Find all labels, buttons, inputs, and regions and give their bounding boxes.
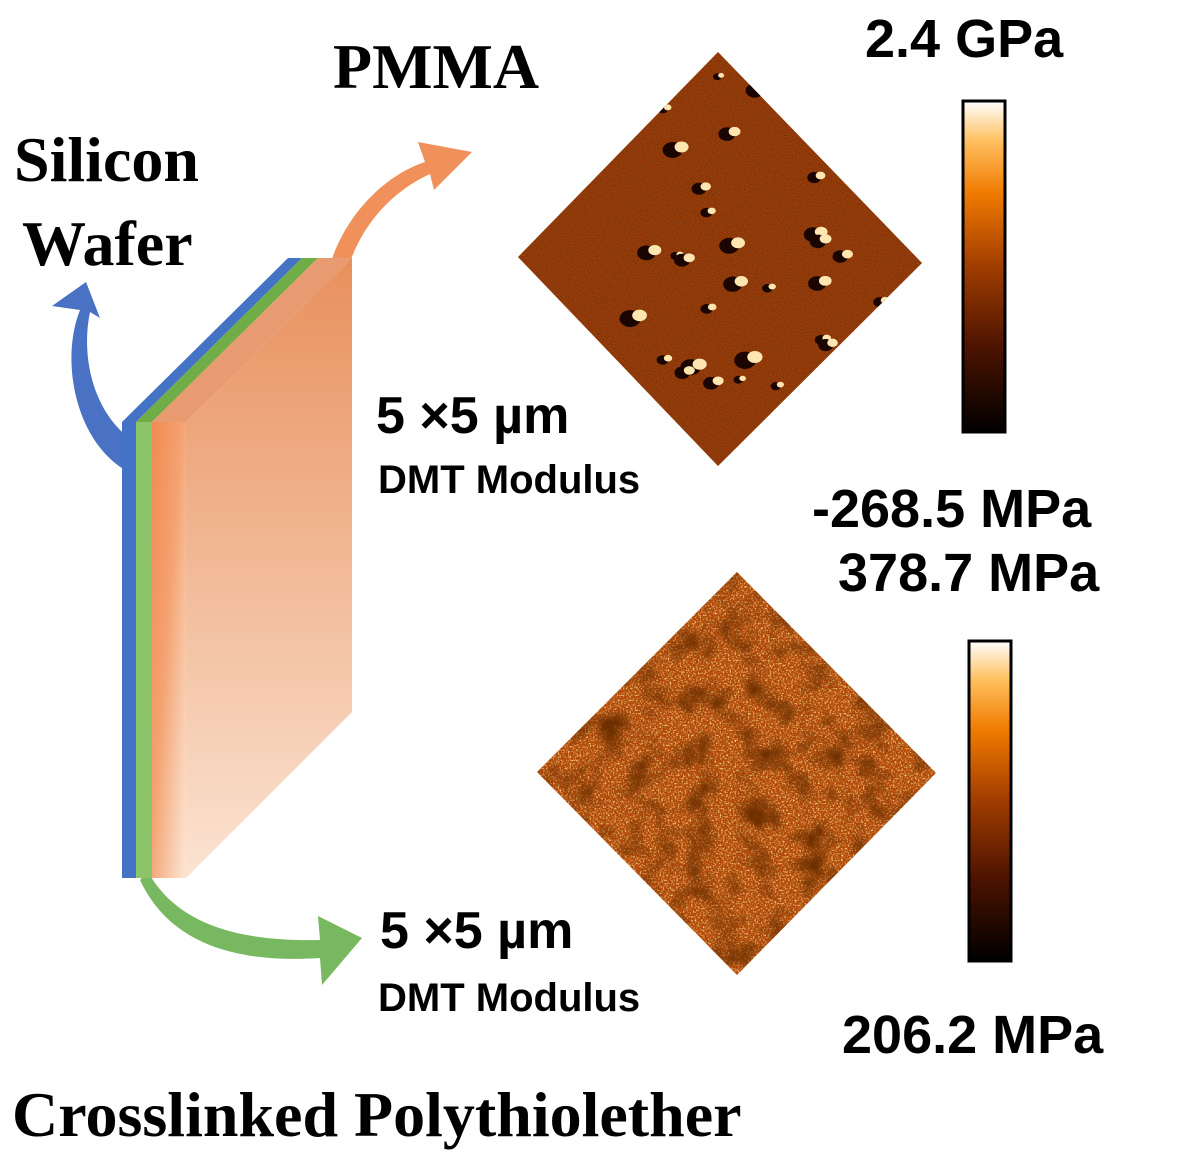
afm-pit <box>856 135 867 144</box>
afm-bump <box>739 375 746 381</box>
afm-bump <box>809 420 825 433</box>
top-scale-min: -268.5 MPa <box>812 479 1092 539</box>
afm-pit <box>846 71 862 84</box>
bottom-scale-min: 206.2 MPa <box>842 1005 1104 1065</box>
bottom-scale-max: 378.7 MPa <box>838 543 1100 603</box>
afm-pit <box>858 87 869 96</box>
silicon-layer-front <box>122 422 136 878</box>
afm-bump <box>801 89 811 97</box>
afm-bump <box>756 82 769 93</box>
afm-pit <box>598 399 609 408</box>
afm-bump <box>864 87 872 93</box>
afm-pit <box>773 79 790 92</box>
afm-bump <box>841 249 853 259</box>
pmma-layer-front <box>152 422 186 878</box>
crosslinked-label: Crosslinked Polythiolether <box>12 1079 742 1150</box>
pmma-label: PMMA <box>333 31 540 102</box>
afm-bump <box>782 78 794 88</box>
afm-bump <box>731 237 745 249</box>
afm-bump <box>775 93 782 99</box>
top-channel: DMT Modulus <box>378 458 641 502</box>
afm-pit <box>772 423 785 434</box>
pmma-layer-top <box>152 258 352 422</box>
afm-bump <box>692 358 707 370</box>
wafer-label: Wafer <box>22 208 193 279</box>
afm-map-polythiolether <box>537 572 936 975</box>
afm-bump <box>632 309 647 322</box>
pmma-layer-side <box>186 258 352 878</box>
afm-bump <box>734 276 748 287</box>
afm-bump <box>707 303 717 311</box>
afm-bump <box>728 126 741 137</box>
silicon-layer-top <box>122 258 302 422</box>
afm-bump <box>589 124 597 130</box>
afm-pit <box>584 124 594 133</box>
top-scan-size: 5 ×5 µm <box>376 387 570 445</box>
afm-pit <box>601 102 616 115</box>
afm-bump <box>815 171 826 180</box>
afm-bump <box>683 253 695 263</box>
afm-bump <box>768 283 776 290</box>
afm-bump <box>700 182 711 191</box>
afm-bump <box>707 207 716 215</box>
silicon-label: Silicon <box>14 124 199 195</box>
afm-pit <box>576 408 592 421</box>
afm-pit <box>848 372 870 390</box>
afm-bump <box>585 408 596 417</box>
afm-bump <box>779 423 789 431</box>
afm-bump <box>674 141 689 153</box>
afm-bump <box>776 381 785 388</box>
afm-bump <box>832 408 844 418</box>
afm-bump <box>861 371 877 384</box>
afm-bump <box>663 104 672 111</box>
polythiolether-arrow <box>140 872 362 985</box>
afm-bump <box>610 102 621 111</box>
afm-bump <box>827 338 838 347</box>
afm-bump <box>712 376 724 386</box>
afm-pit <box>795 421 818 439</box>
polythiolether-layer-front <box>136 422 152 878</box>
pmma-arrow <box>330 142 472 265</box>
afm-bump <box>885 89 895 96</box>
afm-pit <box>878 89 891 100</box>
colorbar-top <box>961 99 1007 434</box>
afm-pit <box>770 93 780 102</box>
afm-bump <box>718 73 725 78</box>
afm-pit <box>793 89 807 101</box>
afm-pit <box>823 408 840 422</box>
afm-bump <box>855 71 866 80</box>
afm-bump <box>747 351 763 363</box>
afm-bump <box>604 398 613 405</box>
afm-bump <box>683 366 695 375</box>
afm-bump <box>862 135 870 141</box>
afm-bump <box>818 275 832 286</box>
bottom-channel: DMT Modulus <box>378 976 641 1020</box>
afm-bump <box>880 296 890 304</box>
afm-bump <box>648 244 662 256</box>
afm-map-pmma <box>518 52 922 466</box>
afm-bump <box>663 354 673 362</box>
afm-bump <box>819 234 832 244</box>
top-scale-max: 2.4 GPa <box>865 9 1064 69</box>
afm-pit <box>745 83 764 98</box>
bottom-scan-size: 5 ×5 µm <box>380 902 574 960</box>
colorbar-bottom <box>967 639 1013 963</box>
polythiolether-layer-top <box>136 258 318 422</box>
